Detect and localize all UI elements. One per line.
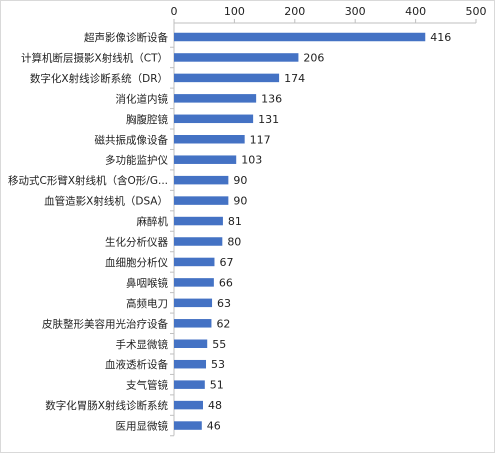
bar bbox=[174, 216, 223, 226]
category-label: 数字化X射线诊断系统（DR） bbox=[30, 72, 168, 85]
bar bbox=[174, 155, 237, 164]
bar bbox=[174, 175, 229, 185]
category-label: 鼻咽喉镜 bbox=[126, 276, 168, 289]
bar bbox=[174, 257, 215, 267]
category-label: 数字化胃肠X射线诊断系统 bbox=[45, 399, 168, 412]
x-tick-label: 100 bbox=[224, 5, 245, 18]
bar bbox=[174, 53, 299, 62]
data-label: 117 bbox=[250, 133, 271, 146]
category-label: 高频电刀 bbox=[126, 297, 168, 310]
data-label: 63 bbox=[217, 297, 231, 310]
bar bbox=[174, 196, 229, 205]
data-label: 48 bbox=[208, 399, 222, 412]
bar bbox=[174, 135, 245, 144]
bar bbox=[174, 319, 212, 328]
data-label: 90 bbox=[233, 174, 247, 187]
data-label: 90 bbox=[233, 195, 247, 208]
data-label: 62 bbox=[216, 317, 230, 330]
data-label: 136 bbox=[261, 92, 282, 105]
bar bbox=[174, 298, 213, 308]
category-label: 血管造影X射线机（DSA） bbox=[44, 195, 168, 208]
x-tick-label: 200 bbox=[284, 5, 305, 18]
bar bbox=[174, 421, 202, 430]
category-label: 血细胞分析仪 bbox=[105, 256, 168, 269]
bar bbox=[174, 73, 280, 83]
data-label: 51 bbox=[210, 379, 224, 392]
category-label: 胸腹腔镜 bbox=[126, 113, 168, 126]
data-label: 66 bbox=[219, 276, 233, 289]
data-label: 81 bbox=[228, 215, 242, 228]
x-tick-label: 400 bbox=[405, 5, 426, 18]
data-label: 416 bbox=[430, 31, 451, 44]
bar bbox=[174, 32, 426, 42]
data-label: 67 bbox=[219, 256, 233, 269]
bar bbox=[174, 237, 223, 246]
bar bbox=[174, 114, 254, 124]
x-axis: 0 100 200 300 400 500 bbox=[171, 5, 487, 24]
bars bbox=[174, 32, 426, 430]
x-tick-label: 500 bbox=[466, 5, 487, 18]
bar bbox=[174, 380, 205, 389]
category-label: 支气管镜 bbox=[126, 379, 168, 392]
category-label: 移动式C形臂X射线机（含O形/G... bbox=[8, 174, 168, 187]
category-label: 计算机断层摄影X射线机（CT） bbox=[21, 51, 168, 64]
category-label: 消化道内镜 bbox=[116, 92, 169, 105]
data-label: 206 bbox=[303, 51, 324, 64]
x-tick-label: 0 bbox=[171, 5, 178, 18]
bar bbox=[174, 278, 214, 287]
bar bbox=[174, 359, 207, 369]
category-label: 生化分析仪器 bbox=[105, 236, 168, 249]
bar bbox=[174, 339, 208, 348]
data-label: 53 bbox=[211, 358, 225, 371]
category-label: 磁共振成像设备 bbox=[95, 133, 169, 146]
data-label: 103 bbox=[241, 154, 262, 167]
data-label: 80 bbox=[227, 236, 241, 249]
data-label: 55 bbox=[212, 338, 226, 351]
bar bbox=[174, 94, 257, 103]
category-label: 多功能监护仪 bbox=[105, 154, 168, 167]
data-label: 46 bbox=[207, 420, 221, 433]
data-label: 174 bbox=[284, 72, 305, 85]
category-label: 手术显微镜 bbox=[116, 338, 169, 351]
x-tick-label: 300 bbox=[345, 5, 366, 18]
data-label: 131 bbox=[258, 113, 279, 126]
category-label: 医用显微镜 bbox=[116, 420, 169, 433]
category-label: 血液透析设备 bbox=[105, 358, 168, 371]
bar bbox=[174, 400, 203, 410]
category-label: 麻醉机 bbox=[137, 215, 169, 228]
category-label: 超声影像诊断设备 bbox=[84, 31, 168, 44]
category-label: 皮肤整形美容用光治疗设备 bbox=[42, 317, 168, 330]
